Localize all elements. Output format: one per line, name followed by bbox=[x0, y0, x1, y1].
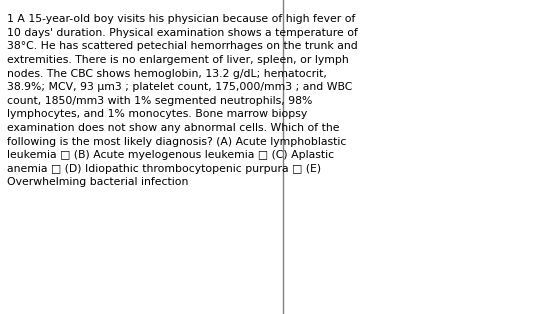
Text: 1 A 15-year-old boy visits his physician because of high fever of
10 days' durat: 1 A 15-year-old boy visits his physician… bbox=[7, 14, 358, 187]
